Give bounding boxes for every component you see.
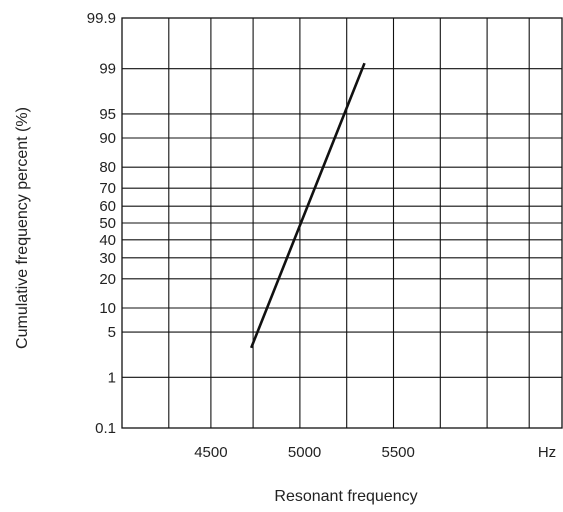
y-tick-label: 60: [99, 198, 116, 215]
series-layer: [249, 62, 366, 349]
y-axis-title: Cumulative frequency percent (%): [14, 107, 31, 349]
y-tick-label: 5: [108, 324, 116, 341]
x-tick-label: 4500: [194, 444, 227, 461]
y-tick-label: 10: [99, 300, 116, 317]
y-tick-label: 99.9: [87, 10, 116, 27]
plot-frame: [121, 17, 563, 429]
y-tick-label: 0.1: [95, 420, 116, 437]
grid: [122, 17, 562, 429]
y-tick-label: 70: [99, 180, 116, 197]
x-axis-title: Resonant frequency: [274, 488, 417, 505]
y-tick-label: 1: [108, 369, 116, 386]
x-tick-label: 5500: [382, 444, 415, 461]
x-tick-label: 5000: [288, 444, 321, 461]
y-tick-label: 50: [99, 215, 116, 232]
y-tick-label: 95: [99, 106, 116, 123]
y-tick-label: 20: [99, 271, 116, 288]
y-tick-label: 90: [99, 130, 116, 147]
x-unit-label: Hz: [538, 444, 556, 461]
y-tick-label: 30: [99, 250, 116, 267]
y-tick-label: 40: [99, 232, 116, 249]
y-tick-label: 80: [99, 159, 116, 176]
series-line: [249, 62, 366, 349]
y-tick-label: 99: [99, 61, 116, 78]
